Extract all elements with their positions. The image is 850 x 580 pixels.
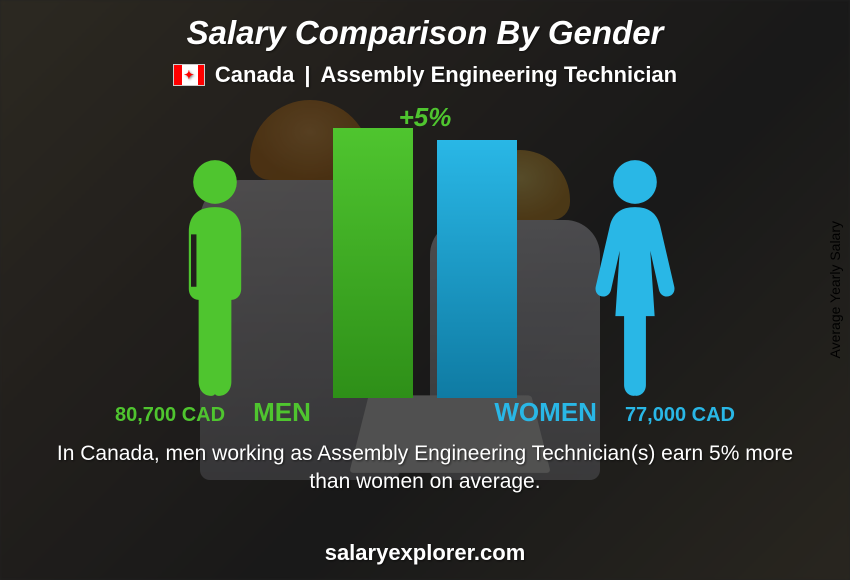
y-axis-label-container: Average Yearly Salary <box>820 0 850 580</box>
comparison-chart: +5% 80,700 CAD MEN WOMEN 77,000 CAD <box>115 98 735 428</box>
separator: | <box>304 62 310 88</box>
woman-icon <box>580 158 690 398</box>
canada-flag-icon <box>173 64 205 86</box>
men-label: MEN <box>253 397 311 428</box>
y-axis-label: Average Yearly Salary <box>827 221 843 359</box>
men-salary-value: 80,700 CAD <box>115 404 225 427</box>
chart-labels: 80,700 CAD MEN WOMEN 77,000 CAD <box>115 397 735 428</box>
men-bar <box>333 128 413 398</box>
description-text: In Canada, men working as Assembly Engin… <box>55 440 795 497</box>
women-label: WOMEN <box>494 397 597 428</box>
subtitle-row: Canada | Assembly Engineering Technician <box>173 62 677 88</box>
country-label: Canada <box>215 62 294 88</box>
man-icon <box>160 158 270 398</box>
role-label: Assembly Engineering Technician <box>321 62 678 88</box>
footer-link[interactable]: salaryexplorer.com <box>325 540 526 566</box>
women-salary-value: 77,000 CAD <box>625 404 735 427</box>
page-title: Salary Comparison By Gender <box>187 14 664 52</box>
women-bar <box>437 140 517 398</box>
